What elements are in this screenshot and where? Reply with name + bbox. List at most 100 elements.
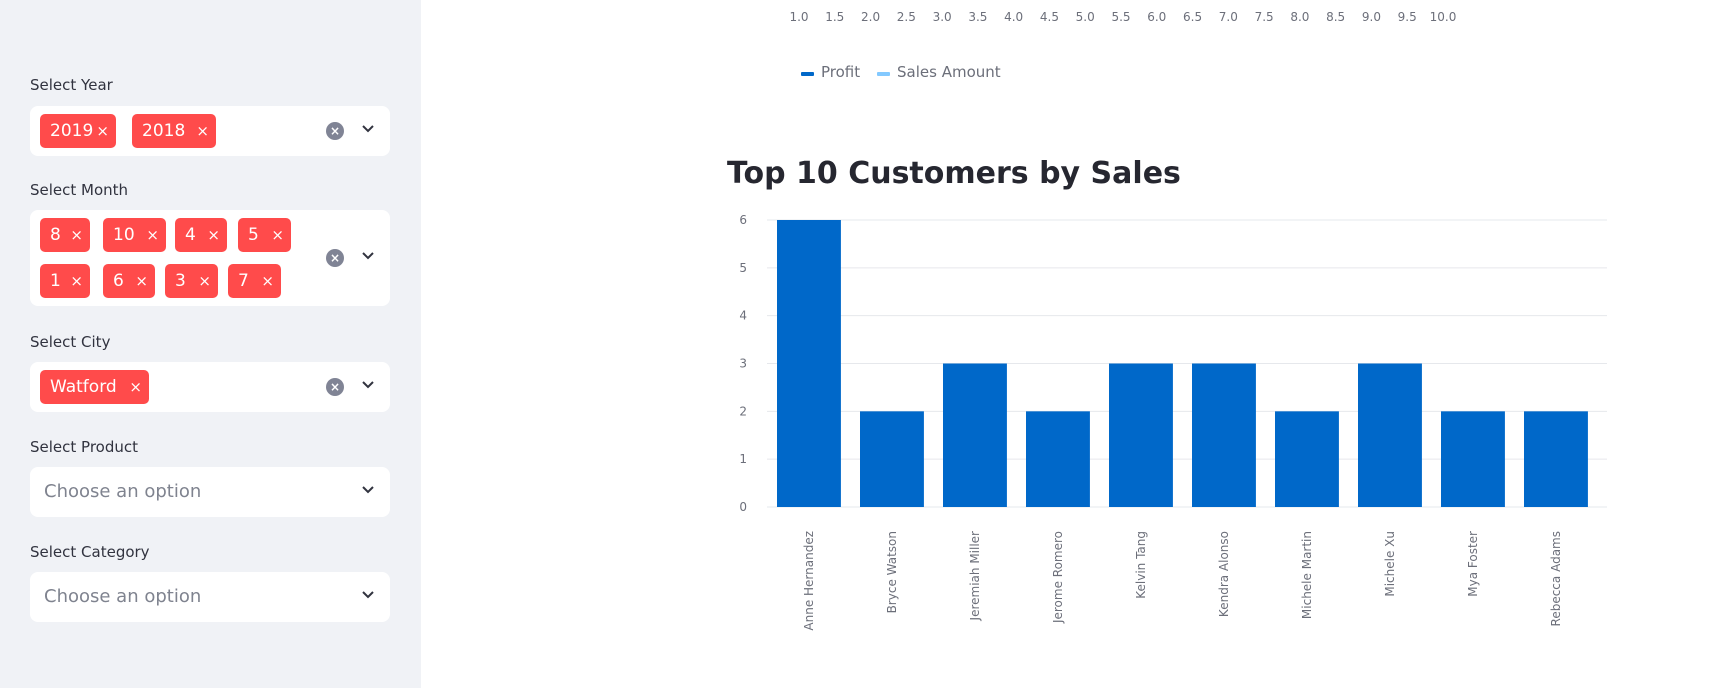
tag-remove-icon[interactable]: ×: [261, 272, 274, 290]
bar[interactable]: [1275, 411, 1339, 507]
tag-month: 6 ×: [103, 264, 155, 298]
chevron-down-icon[interactable]: [362, 381, 374, 393]
tag-month: 3 ×: [165, 264, 218, 298]
clear-icon[interactable]: ×: [326, 122, 344, 140]
tag-remove-icon[interactable]: ×: [207, 226, 220, 244]
x-tick-label: 2.5: [896, 10, 916, 24]
tag-month: 4 ×: [175, 218, 227, 252]
tag-remove-icon[interactable]: ×: [196, 122, 209, 140]
bar[interactable]: [1441, 411, 1505, 507]
x-tick-label: 8.0: [1290, 10, 1310, 24]
tag-month: 8 ×: [40, 218, 90, 252]
city-filter: Select City Watford × ×: [30, 332, 390, 412]
bar[interactable]: [1358, 363, 1422, 508]
x-tick-label: Michele Martin: [1300, 531, 1314, 619]
clear-icon[interactable]: ×: [326, 378, 344, 396]
bar[interactable]: [860, 411, 924, 507]
city-multiselect[interactable]: Watford × ×: [30, 362, 390, 412]
tag-remove-icon[interactable]: ×: [198, 272, 211, 290]
x-tick-label: 7.5: [1254, 10, 1274, 24]
x-tick-label: Rebecca Adams: [1549, 531, 1563, 626]
x-tick-label: 6.5: [1183, 10, 1203, 24]
y-tick-label: 1: [739, 452, 747, 466]
y-tick-label: 3: [739, 357, 747, 371]
chevron-down-icon[interactable]: [362, 252, 374, 264]
legend-label: Sales Amount: [897, 63, 1001, 81]
tag-label: 8: [50, 225, 61, 245]
x-tick-label: Michele Xu: [1383, 531, 1397, 597]
tag-label: 10: [113, 225, 135, 245]
tag-remove-icon[interactable]: ×: [135, 272, 148, 290]
x-tick-label: 1.0: [789, 10, 809, 24]
year-filter: Select Year 2019 × 2018 × ×: [30, 75, 390, 156]
category-label: Select Category: [30, 543, 150, 561]
legend-swatch: [877, 72, 890, 76]
tag-remove-icon[interactable]: ×: [271, 226, 284, 244]
product-filter: Select Product Choose an option: [30, 437, 390, 517]
x-tick-label: 3.0: [932, 10, 952, 24]
y-tick-label: 0: [739, 500, 747, 514]
tag-remove-icon[interactable]: ×: [96, 122, 109, 140]
month-multiselect[interactable]: 8 × 10 × 4 × 5 ×: [30, 210, 390, 306]
x-tick-label: Jeremiah Miller: [968, 531, 982, 622]
category-select[interactable]: Choose an option: [30, 572, 390, 622]
month-label: Select Month: [30, 181, 129, 199]
x-tick-label: 5.5: [1111, 10, 1131, 24]
tag-remove-icon[interactable]: ×: [70, 226, 83, 244]
x-tick-label: 6.0: [1147, 10, 1167, 24]
x-tick-label: 1.5: [825, 10, 845, 24]
product-placeholder: Choose an option: [44, 481, 202, 502]
tag-remove-icon[interactable]: ×: [129, 378, 142, 396]
tag-label: Watford: [50, 377, 117, 397]
y-tick-label: 5: [739, 261, 747, 275]
bar[interactable]: [1109, 363, 1173, 508]
tag-month: 7 ×: [228, 264, 281, 298]
bar[interactable]: [1192, 363, 1256, 508]
chart-title: Top 10 Customers by Sales: [727, 156, 1181, 191]
tag-city-watford: Watford ×: [40, 370, 149, 404]
clear-icon[interactable]: ×: [326, 249, 344, 267]
tag-month: 1 ×: [40, 264, 90, 298]
month-filter: Select Month 8 × 10 × 4 ×: [30, 180, 390, 306]
main-content: 1.0 1.5 2.0 2.5 3.0 3.5 4.0 4.5 5.0 5.5 6.0 6.5 7.0 7…: [421, 0, 1723, 688]
tag-remove-icon[interactable]: ×: [146, 226, 159, 244]
x-tick-label: Mya Foster: [1466, 531, 1480, 597]
bar[interactable]: [1026, 411, 1090, 507]
y-tick-label: 6: [739, 213, 747, 227]
x-tick-label: 7.0: [1218, 10, 1238, 24]
tag-label: 7: [238, 271, 249, 291]
tag-label: 2019: [50, 121, 94, 141]
category-placeholder: Choose an option: [44, 586, 202, 607]
tag-year-2019: 2019 ×: [40, 114, 116, 148]
tag-label: 4: [185, 225, 196, 245]
tag-label: 2018: [142, 121, 186, 141]
tag-label: 1: [50, 271, 61, 291]
tag-remove-icon[interactable]: ×: [70, 272, 83, 290]
chevron-down-icon[interactable]: [362, 125, 374, 137]
x-tick-label: 9.0: [1361, 10, 1381, 24]
x-tick-label: 10.0: [1429, 10, 1457, 24]
bar[interactable]: [777, 220, 841, 507]
bar[interactable]: [1524, 411, 1588, 507]
chevron-down-icon[interactable]: [362, 591, 374, 603]
tag-label: 5: [248, 225, 259, 245]
category-filter: Select Category Choose an option: [30, 542, 390, 622]
sidebar: Select Year 2019 × 2018 × ×: [0, 0, 421, 688]
chevron-down-icon[interactable]: [362, 486, 374, 498]
y-tick-label: 4: [739, 309, 747, 323]
x-tick-label: Bryce Watson: [885, 531, 899, 613]
product-label: Select Product: [30, 438, 138, 456]
legend-label: Profit: [821, 63, 861, 81]
x-tick-label: 4.5: [1039, 10, 1059, 24]
x-tick-label: 8.5: [1326, 10, 1346, 24]
x-tick-label: 3.5: [968, 10, 988, 24]
x-tick-label: Kelvin Tang: [1134, 531, 1148, 599]
tag-label: 6: [113, 271, 124, 291]
bar[interactable]: [943, 363, 1007, 508]
x-tick-label: 5.0: [1075, 10, 1095, 24]
product-select[interactable]: Choose an option: [30, 467, 390, 517]
tag-month: 5 ×: [238, 218, 291, 252]
year-multiselect[interactable]: 2019 × 2018 × ×: [30, 106, 390, 156]
tag-label: 3: [175, 271, 186, 291]
